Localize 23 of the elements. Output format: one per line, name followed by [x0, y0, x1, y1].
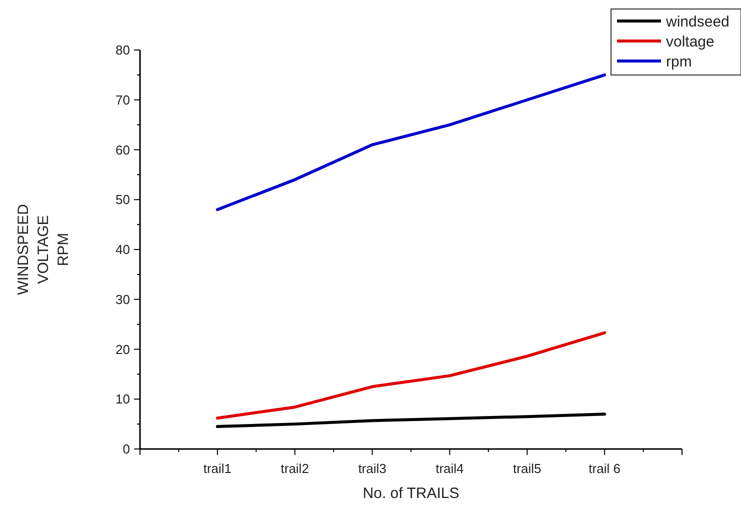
y-tick-label: 20 [116, 342, 130, 357]
y-tick-label: 50 [116, 192, 130, 208]
y-tick-label: 60 [116, 142, 130, 158]
legend-label: voltage [666, 33, 714, 50]
y-tick-label: 0 [122, 442, 130, 457]
y-tick-label: 80 [116, 42, 130, 58]
x-tick-label: trail3 [358, 461, 386, 476]
line-series [216, 331, 606, 420]
line-series [216, 412, 606, 428]
line-series [216, 73, 606, 212]
legend-label: windseed [665, 13, 730, 30]
y-tick-label: 40 [116, 242, 130, 258]
y-axis-title: WINDSPEED VOLTAGE RPM [15, 204, 72, 295]
x-tick-label: trail1 [203, 461, 232, 476]
legend-label: rpm [666, 53, 692, 70]
y-tick-label: 30 [116, 292, 130, 307]
x-axis-title: No. of TRAILS [362, 485, 460, 502]
x-tick-label: trail4 [436, 461, 464, 476]
y-tick-label: 10 [116, 392, 130, 407]
x-tick-label: trail5 [513, 461, 542, 476]
x-tick-label: trail 6 [588, 461, 620, 476]
y-tick-label: 70 [116, 92, 130, 108]
x-tick-label: trail2 [280, 461, 309, 476]
